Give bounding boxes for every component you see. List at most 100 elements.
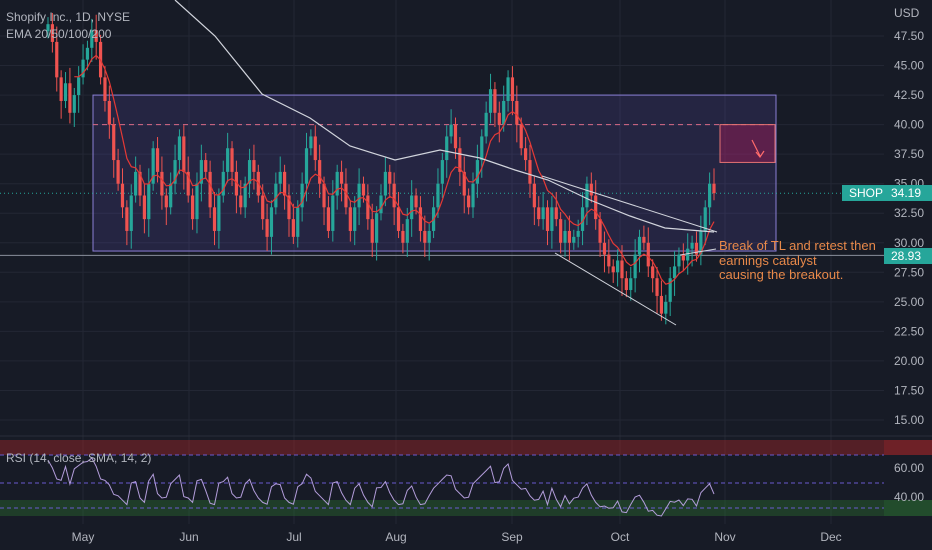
candle[interactable]	[484, 112, 488, 137]
candle[interactable]	[637, 236, 642, 255]
candle[interactable]	[300, 183, 304, 208]
rsi-line[interactable]	[47, 457, 715, 517]
candle[interactable]	[537, 207, 541, 220]
candle[interactable]	[659, 295, 664, 314]
candle[interactable]	[63, 83, 68, 101]
candle[interactable]	[77, 77, 81, 96]
candle[interactable]	[453, 124, 458, 149]
candle[interactable]	[589, 183, 593, 196]
candle[interactable]	[243, 183, 247, 208]
candle[interactable]	[318, 160, 322, 184]
candle[interactable]	[502, 100, 506, 125]
candle[interactable]	[559, 219, 563, 243]
candle[interactable]	[576, 230, 580, 237]
candle[interactable]	[134, 171, 138, 196]
candle[interactable]	[379, 195, 383, 214]
candle[interactable]	[142, 195, 146, 220]
candle[interactable]	[335, 171, 339, 196]
candle[interactable]	[361, 183, 366, 196]
candle[interactable]	[261, 195, 265, 220]
candle[interactable]	[602, 242, 607, 255]
candle[interactable]	[585, 183, 589, 208]
candle[interactable]	[418, 207, 423, 231]
candle[interactable]	[440, 160, 444, 184]
candle[interactable]	[103, 77, 107, 101]
candle[interactable]	[401, 230, 405, 243]
candle[interactable]	[493, 89, 497, 113]
candle[interactable]	[344, 183, 348, 208]
candle[interactable]	[269, 207, 274, 237]
candle[interactable]	[90, 30, 94, 48]
candle[interactable]	[668, 278, 672, 302]
target-box[interactable]	[719, 124, 776, 163]
candle[interactable]	[427, 230, 431, 243]
candle[interactable]	[112, 124, 116, 161]
candle[interactable]	[436, 183, 440, 208]
candle[interactable]	[160, 171, 164, 196]
candle[interactable]	[624, 278, 628, 291]
candle[interactable]	[708, 183, 712, 208]
candle[interactable]	[274, 183, 278, 208]
candle[interactable]	[458, 148, 462, 172]
candle[interactable]	[563, 230, 567, 243]
candle[interactable]	[616, 260, 620, 273]
candle[interactable]	[572, 236, 576, 243]
symbol-legend[interactable]: Shopify Inc., 1D, NYSE	[6, 10, 131, 24]
candle[interactable]	[594, 195, 598, 220]
candle[interactable]	[567, 230, 572, 243]
candle[interactable]	[642, 236, 646, 243]
candle[interactable]	[59, 77, 63, 101]
candle[interactable]	[151, 148, 155, 184]
candle[interactable]	[287, 195, 291, 220]
candle[interactable]	[677, 254, 681, 267]
candle[interactable]	[331, 195, 335, 231]
candle[interactable]	[528, 160, 532, 184]
candle[interactable]	[607, 254, 611, 267]
candle[interactable]	[296, 207, 300, 237]
candle[interactable]	[169, 183, 173, 208]
candle[interactable]	[94, 30, 98, 42]
candle[interactable]	[690, 242, 694, 249]
candle[interactable]	[147, 183, 151, 220]
candle[interactable]	[278, 171, 282, 184]
candle[interactable]	[694, 242, 699, 255]
candle[interactable]	[186, 171, 190, 196]
candle[interactable]	[55, 41, 59, 78]
candle[interactable]	[633, 254, 637, 279]
candle[interactable]	[326, 207, 331, 231]
candle[interactable]	[353, 207, 357, 231]
candle[interactable]	[480, 136, 484, 161]
candle[interactable]	[510, 77, 515, 101]
candle[interactable]	[519, 124, 523, 149]
candle[interactable]	[629, 278, 633, 291]
candle[interactable]	[449, 124, 453, 137]
candle[interactable]	[541, 207, 545, 220]
candle[interactable]	[664, 301, 668, 314]
candle[interactable]	[283, 171, 287, 196]
candle[interactable]	[348, 207, 352, 231]
candle[interactable]	[506, 77, 510, 101]
candle[interactable]	[164, 195, 168, 208]
candle[interactable]	[195, 183, 199, 220]
candle[interactable]	[388, 171, 392, 184]
candle[interactable]	[651, 266, 655, 279]
candle[interactable]	[383, 171, 387, 196]
candle[interactable]	[125, 207, 129, 231]
candle[interactable]	[699, 230, 703, 255]
candle[interactable]	[375, 213, 379, 243]
candle[interactable]	[155, 148, 160, 172]
candle[interactable]	[554, 207, 558, 220]
candle[interactable]	[239, 195, 243, 208]
candle[interactable]	[182, 136, 186, 172]
candle[interactable]	[129, 195, 133, 231]
candle[interactable]	[655, 278, 659, 296]
candle[interactable]	[515, 100, 519, 125]
candle[interactable]	[488, 89, 493, 113]
candle[interactable]	[116, 160, 120, 184]
ema-20-line[interactable]	[74, 54, 715, 285]
candle[interactable]	[226, 148, 230, 172]
candle[interactable]	[366, 195, 370, 220]
candle[interactable]	[313, 136, 317, 161]
candle[interactable]	[68, 83, 72, 113]
